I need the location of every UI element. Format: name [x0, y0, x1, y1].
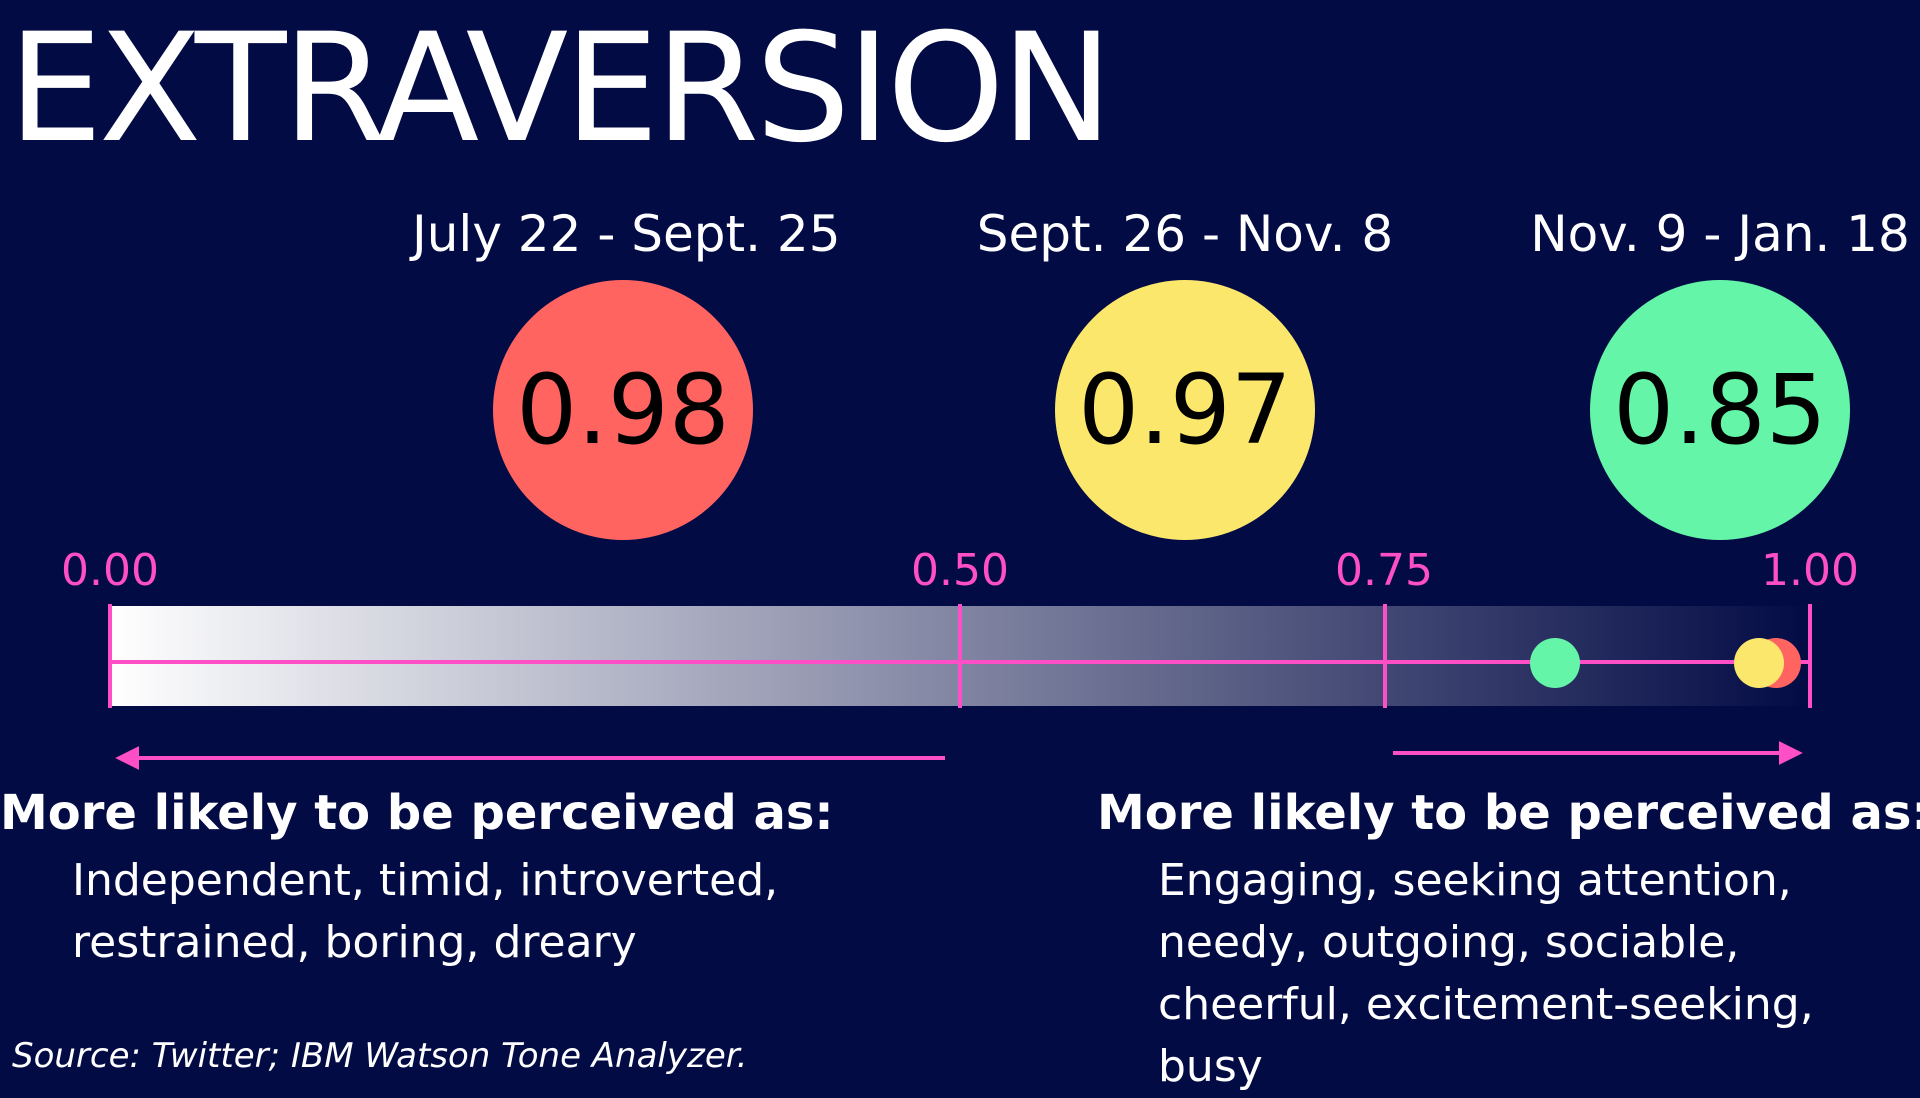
period-label-2: Sept. 26 - Nov. 8 — [976, 205, 1394, 263]
high-side-description: Engaging, seeking attention, needy, outg… — [1158, 855, 1814, 1092]
value-dot-2 — [1734, 638, 1784, 688]
tick-label-2: 0.75 — [1335, 545, 1433, 596]
score-value-1: 0.98 — [516, 354, 730, 466]
value-dot-3 — [1530, 638, 1580, 688]
high-side-heading: More likely to be perceived as: — [1097, 785, 1920, 841]
tick-label-3: 1.00 — [1761, 545, 1859, 596]
score-value-2: 0.97 — [1078, 354, 1292, 466]
chart-title: EXTRAVERSION — [8, 2, 1113, 176]
score-circle-1: 0.98 — [493, 280, 753, 540]
score-circle-2: 0.97 — [1055, 280, 1315, 540]
tick-label-0: 0.00 — [61, 545, 159, 596]
period-label-1: July 22 - Sept. 25 — [412, 205, 841, 263]
period-label-3: Nov. 9 - Jan. 18 — [1530, 205, 1910, 263]
low-side-heading: More likely to be perceived as: — [0, 785, 834, 841]
score-value-3: 0.85 — [1613, 354, 1827, 466]
low-side-description: Independent, timid, introverted, restrai… — [72, 855, 779, 968]
score-circle-3: 0.85 — [1590, 280, 1850, 540]
source-note: Source: Twitter; IBM Watson Tone Analyze… — [12, 1036, 748, 1076]
tick-label-1: 0.50 — [911, 545, 1009, 596]
